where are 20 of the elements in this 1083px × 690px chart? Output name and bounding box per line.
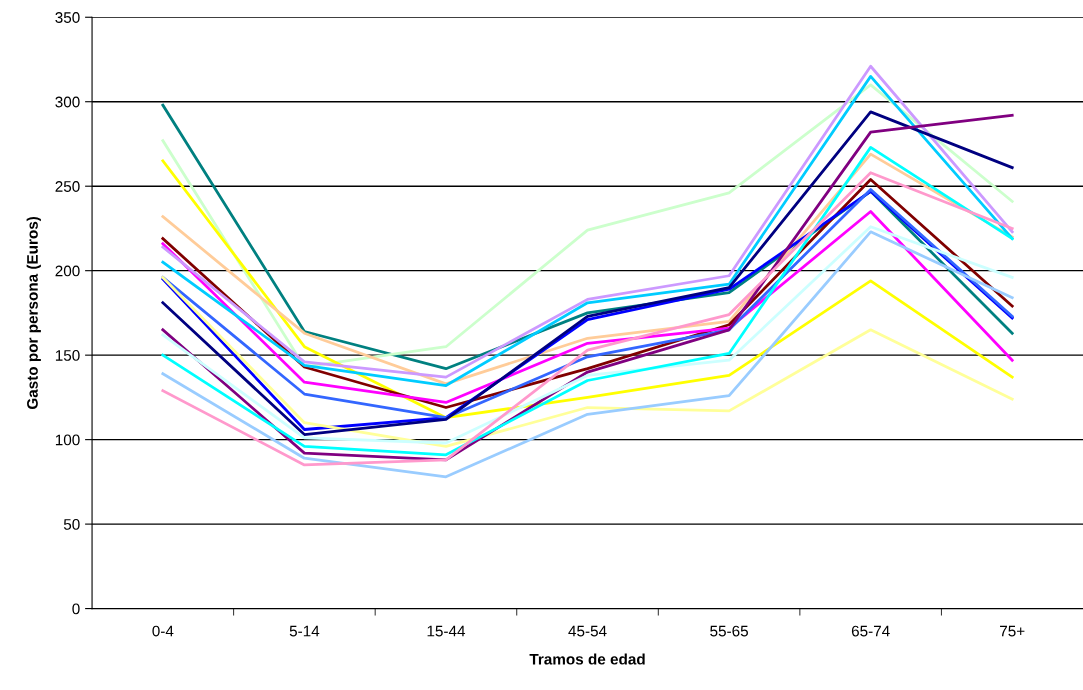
x-tick-label: 65-74 [851,625,890,637]
x-tick-label: 0-4 [152,625,174,637]
x-tick-label: 75+ [1000,625,1025,637]
y-tick-label: 150 [55,350,80,361]
y-tick-label: 250 [55,181,80,192]
line-series [161,225,1014,445]
line-series [161,276,1014,448]
x-tick-label: 15-44 [427,625,466,637]
y-tick-label: 100 [55,434,80,446]
y-tick-label: 300 [55,96,80,108]
y-tick-label: 200 [55,265,80,277]
line-series [161,230,1014,479]
y-tick-label: 50 [63,518,80,530]
x-tick-label: 5-14 [289,625,320,637]
y-tick-label: 0 [72,603,80,615]
x-axis-title: Tramos de edad [529,653,645,665]
x-tick-label: 55-65 [710,625,748,637]
y-axis-title: Gasto por persona (Euros) [26,216,41,410]
y-tick-label: 350 [55,12,80,23]
x-tick-label: 45-54 [568,625,607,637]
